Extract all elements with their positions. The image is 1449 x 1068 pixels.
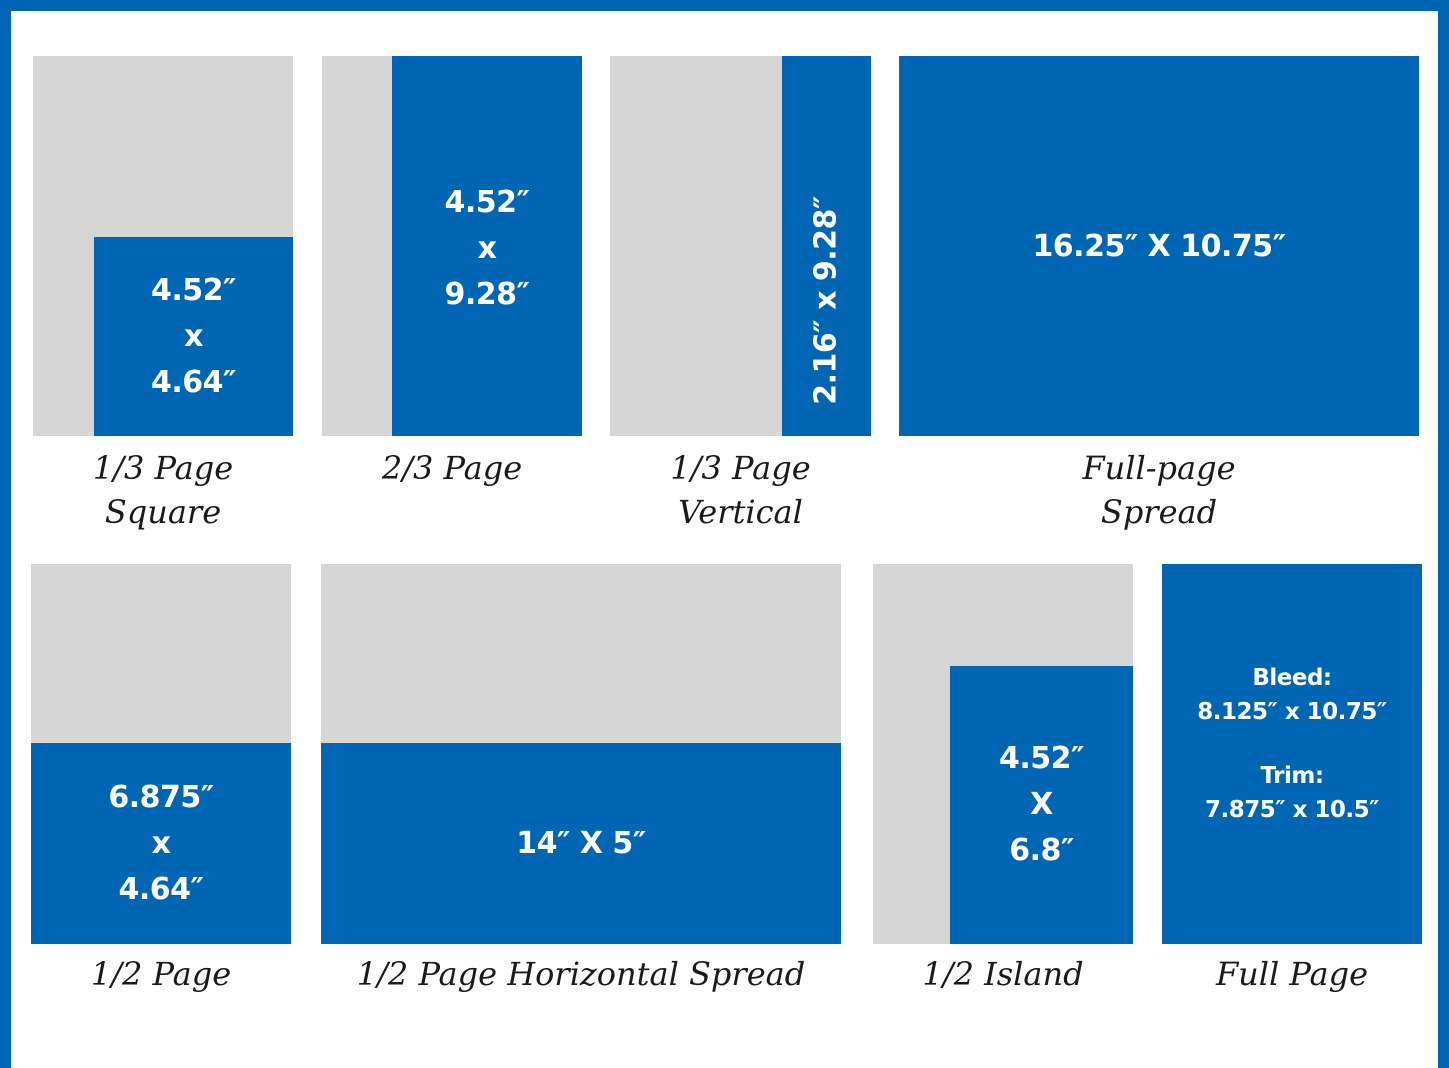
dim-separator: x [184,318,203,354]
caption-half-page: 1/2 Page [31,952,291,996]
ad-two-thirds: 4.52″ x 9.28″ [392,56,582,436]
dim-width: 4.52″ [151,272,236,308]
dim-rotated: 2.16″ x 9.28″ [808,196,844,405]
caption-full-spread: Full-page Spread [899,446,1419,534]
ad-third-square: 4.52″ x 4.64″ [94,237,293,436]
bleed-label: Bleed: [1252,665,1332,691]
caption-half-island: 1/2 Island [873,952,1133,996]
caption-line-2: Spread [1100,493,1218,531]
trim-dimensions: 7.875″ x 10.5″ [1205,797,1379,823]
caption-third-square: 1/3 Page Square [33,446,293,534]
ad-third-vertical: 2.16″ x 9.28″ [782,56,871,436]
dim-height: 6.8″ [1009,833,1074,868]
bleed-dimensions: 8.125″ x 10.75″ [1197,699,1387,725]
caption-line-2: Square [104,493,222,531]
caption-half-horizontal-spread: 1/2 Page Horizontal Spread [321,952,841,996]
caption-line-1: 1/3 Page [92,449,234,487]
caption-line-1: Full-page [1082,449,1236,487]
caption-line-1: 2/3 Page [381,449,523,487]
dim-spread: 14″ X 5″ [516,825,646,861]
caption-third-vertical: 1/3 Page Vertical [610,446,871,534]
ad-full-page: Bleed: 8.125″ x 10.75″ Trim: 7.875″ x 10… [1162,564,1422,944]
caption-full-page: Full Page [1162,952,1422,996]
dim-separator: X [1030,787,1053,822]
dim-height: 4.64″ [118,871,204,907]
dim-spread: 16.25″ X 10.75″ [1032,229,1286,264]
caption-two-thirds: 2/3 Page [322,446,582,490]
ad-full-spread: 16.25″ X 10.75″ [899,56,1419,436]
dim-width: 6.875″ [108,779,214,815]
dim-width: 4.52″ [999,741,1084,776]
trim-label: Trim: [1260,763,1324,789]
caption-line-1: 1/2 Page [90,955,232,993]
dim-height: 4.64″ [151,364,236,400]
caption-line-1: Full Page [1215,955,1369,993]
caption-line-1: 1/3 Page [670,449,811,487]
caption-line-1: 1/2 Island [922,955,1084,993]
dim-separator: x [477,231,497,266]
ad-half-horizontal-spread: 14″ X 5″ [321,743,841,944]
dim-width: 4.52″ [444,185,530,220]
caption-line-2: Vertical [678,493,803,531]
caption-line-1: 1/2 Page Horizontal Spread [356,955,806,993]
dim-separator: x [151,825,171,861]
dim-height: 9.28″ [444,277,530,312]
ad-half-island: 4.52″ X 6.8″ [950,666,1133,944]
ad-half-page: 6.875″ x 4.64″ [31,743,291,944]
